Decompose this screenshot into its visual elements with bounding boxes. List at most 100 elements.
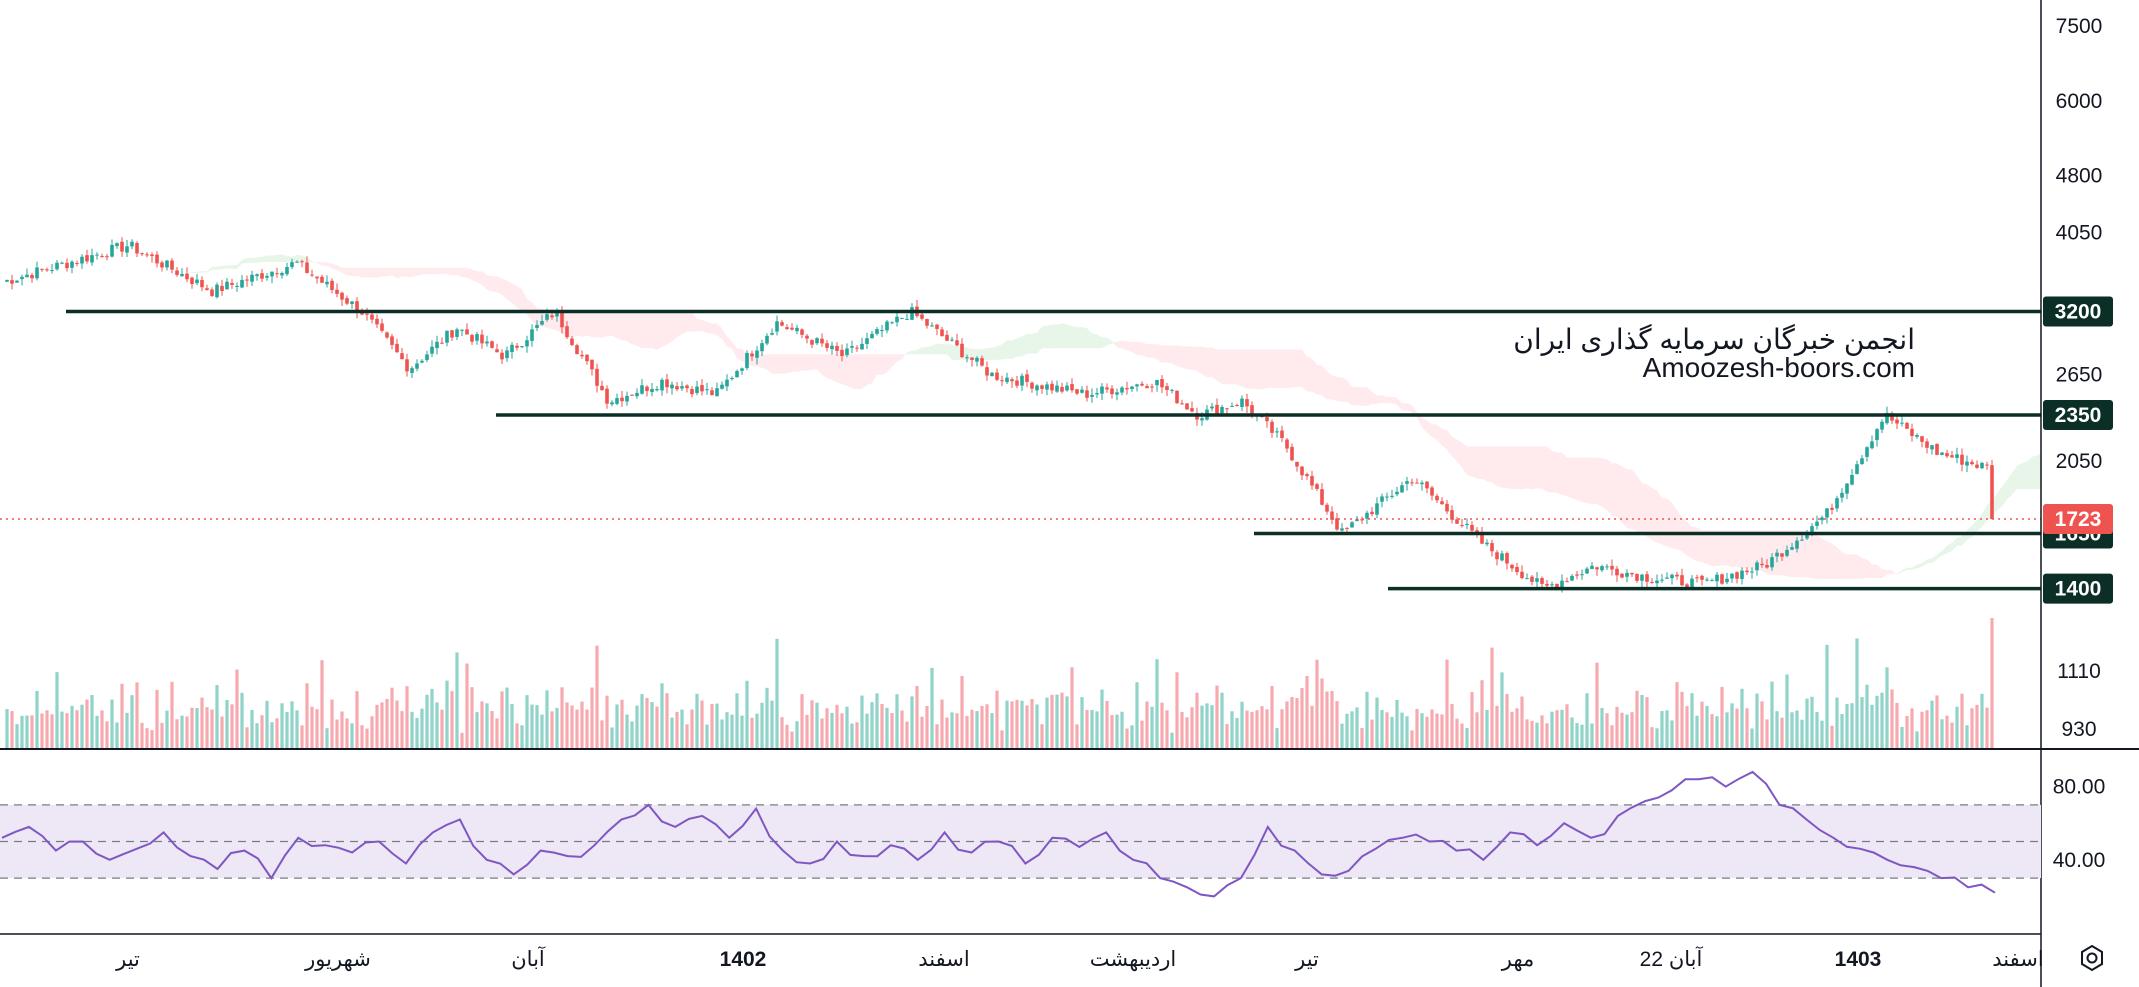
candle-body <box>1310 476 1314 486</box>
volume-bar <box>1345 713 1349 748</box>
volume-bar <box>1845 704 1849 748</box>
time-axis-label: اسفند <box>1992 948 2043 971</box>
candle-body <box>375 318 379 325</box>
cloud-segment <box>952 344 957 360</box>
watermark: انجمن خبرگان سرمایه گذاری ایران Amoozesh… <box>1513 323 1915 383</box>
candle-body <box>1220 406 1224 414</box>
cloud-segment <box>427 267 432 275</box>
candle-body <box>610 402 614 405</box>
cloud-segment <box>1942 545 1947 556</box>
cloud-segment <box>1882 569 1887 579</box>
volume-bar <box>1620 712 1624 748</box>
cloud-segment <box>862 354 867 389</box>
volume-bar <box>1055 694 1059 748</box>
cloud-segment <box>1297 349 1302 387</box>
candle-body <box>1110 388 1114 395</box>
volume-bar <box>1960 693 1964 748</box>
cloud-segment <box>522 289 527 315</box>
volume-bar <box>1725 712 1729 748</box>
candle-body <box>265 275 269 278</box>
cloud-segment <box>1287 349 1292 388</box>
candle-body <box>1425 481 1429 489</box>
candle-body <box>1565 581 1569 583</box>
candle-body <box>125 246 129 253</box>
cloud-segment <box>302 255 307 263</box>
volume-bar <box>55 672 59 748</box>
volume-bar <box>760 702 764 748</box>
cloud-segment <box>292 254 297 263</box>
candle-body <box>105 256 109 258</box>
cloud-segment <box>1622 466 1627 529</box>
candle-body <box>435 341 439 349</box>
candle-body <box>1790 547 1794 550</box>
candle-body <box>465 329 469 335</box>
cloud-segment <box>1582 457 1587 504</box>
volume-bar <box>325 728 329 748</box>
cloud-segment <box>192 271 197 274</box>
cloud-segment <box>1812 531 1817 579</box>
candle-body <box>1520 571 1524 579</box>
candle-body <box>530 329 534 341</box>
cloud-segment <box>1302 349 1307 392</box>
volume-bar <box>1855 638 1859 748</box>
candle-body <box>500 352 504 360</box>
rsi-axis-tick: 80.00 <box>2053 776 2106 799</box>
candle-body <box>140 253 144 255</box>
candle-body <box>550 315 554 318</box>
cloud-segment <box>1127 341 1132 352</box>
volume-bar <box>715 703 719 748</box>
cloud-segment <box>1347 380 1352 406</box>
volume-bar <box>680 709 684 748</box>
cloud-segment <box>352 267 357 277</box>
volume-bar <box>800 694 804 748</box>
volume-bar <box>960 676 964 748</box>
candle-body <box>1810 526 1814 535</box>
volume-bar <box>1420 713 1424 748</box>
cloud-segment <box>872 354 877 384</box>
time-axis-label: مهر <box>1501 948 1535 971</box>
cloud-segment <box>1837 547 1842 579</box>
ichimoku-cloud <box>132 254 2042 580</box>
volume-bar <box>1395 700 1399 748</box>
candle-body <box>595 368 599 386</box>
candle-body <box>1965 461 1969 466</box>
cloud-segment <box>902 352 907 360</box>
cloud-segment <box>717 323 722 340</box>
volume-bar <box>1370 719 1374 748</box>
volume-bar <box>1625 714 1629 748</box>
candle-body <box>1935 443 1939 455</box>
candle-body <box>1945 453 1949 457</box>
volume-bar <box>600 720 604 748</box>
cloud-segment <box>1947 542 1952 554</box>
candle-body <box>1710 580 1714 582</box>
cloud-segment <box>347 267 352 277</box>
volume-bar <box>1390 716 1394 748</box>
price-axis[interactable]: 7500 6000 4800 4050 2650 2050 1110 930 80.00 40.0… <box>2053 15 2106 872</box>
cloud-segment <box>367 267 372 278</box>
volume-bar <box>110 699 114 748</box>
volume-bar <box>435 702 439 748</box>
candle-body <box>1265 417 1269 422</box>
candle-body <box>615 398 619 404</box>
volume-bar <box>1325 691 1329 748</box>
cloud-segment <box>702 319 707 334</box>
volume-bar <box>1550 711 1554 748</box>
candle-body <box>100 255 104 257</box>
volume-bar <box>1290 696 1294 748</box>
cloud-segment <box>1762 530 1767 575</box>
volume-bar <box>555 707 559 748</box>
volume-bar <box>1805 698 1809 748</box>
cloud-segment <box>1207 347 1212 378</box>
chart-settings-button[interactable] <box>2074 940 2110 976</box>
time-axis[interactable]: تیر شهریور آبان 1402 اسفند اردیبهشت تیر مهر 22 آ… <box>115 946 2044 971</box>
price-axis-tick: 7500 <box>2056 15 2103 38</box>
volume-bar <box>1705 705 1709 748</box>
cloud-segment <box>1807 531 1812 579</box>
price-axis-tick: 4050 <box>2056 222 2103 245</box>
candle-body <box>385 332 389 338</box>
cloud-segment <box>1777 530 1782 576</box>
volume-bar <box>1120 711 1124 748</box>
candle-body <box>675 386 679 390</box>
level-price-tag <box>2043 296 2113 327</box>
